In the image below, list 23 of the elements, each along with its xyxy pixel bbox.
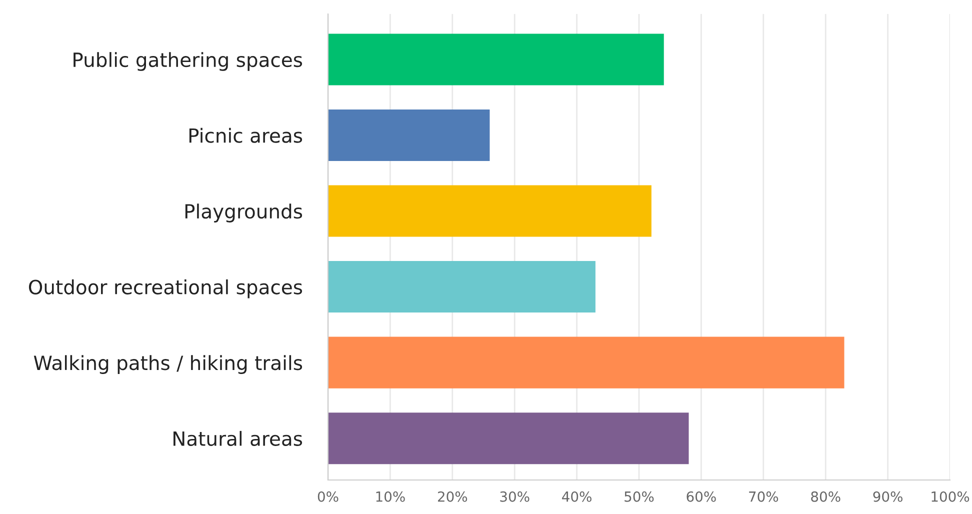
x-tick-label: 70% bbox=[749, 491, 778, 502]
x-tick-label: 60% bbox=[686, 491, 716, 502]
x-tick-label: 30% bbox=[500, 491, 530, 502]
x-tick-label: 40% bbox=[562, 491, 592, 502]
x-tick-label: 100% bbox=[932, 491, 970, 502]
x-tick-label: 20% bbox=[438, 491, 468, 502]
x-tick-label: 10% bbox=[376, 491, 405, 502]
x-tick-label: 50% bbox=[624, 491, 654, 502]
x-tick-label: 80% bbox=[811, 491, 840, 502]
y-tick-label: Playgrounds bbox=[185, 204, 302, 222]
y-tick-label: Outdoor recreational spaces bbox=[28, 279, 302, 298]
y-tick-label: Walking paths / hiking trails bbox=[34, 355, 302, 374]
bar bbox=[328, 109, 490, 161]
y-tick-label: Natural areas bbox=[174, 430, 302, 446]
y-tick-label: Picnic areas bbox=[189, 128, 302, 143]
bar bbox=[328, 412, 689, 464]
x-tick-label: 90% bbox=[873, 491, 902, 502]
bar bbox=[328, 34, 664, 86]
bar bbox=[328, 185, 652, 237]
bar bbox=[328, 261, 596, 313]
y-tick-label: Public gathering spaces bbox=[74, 52, 302, 71]
x-tick-label: 0% bbox=[318, 491, 338, 502]
bar bbox=[328, 336, 844, 388]
